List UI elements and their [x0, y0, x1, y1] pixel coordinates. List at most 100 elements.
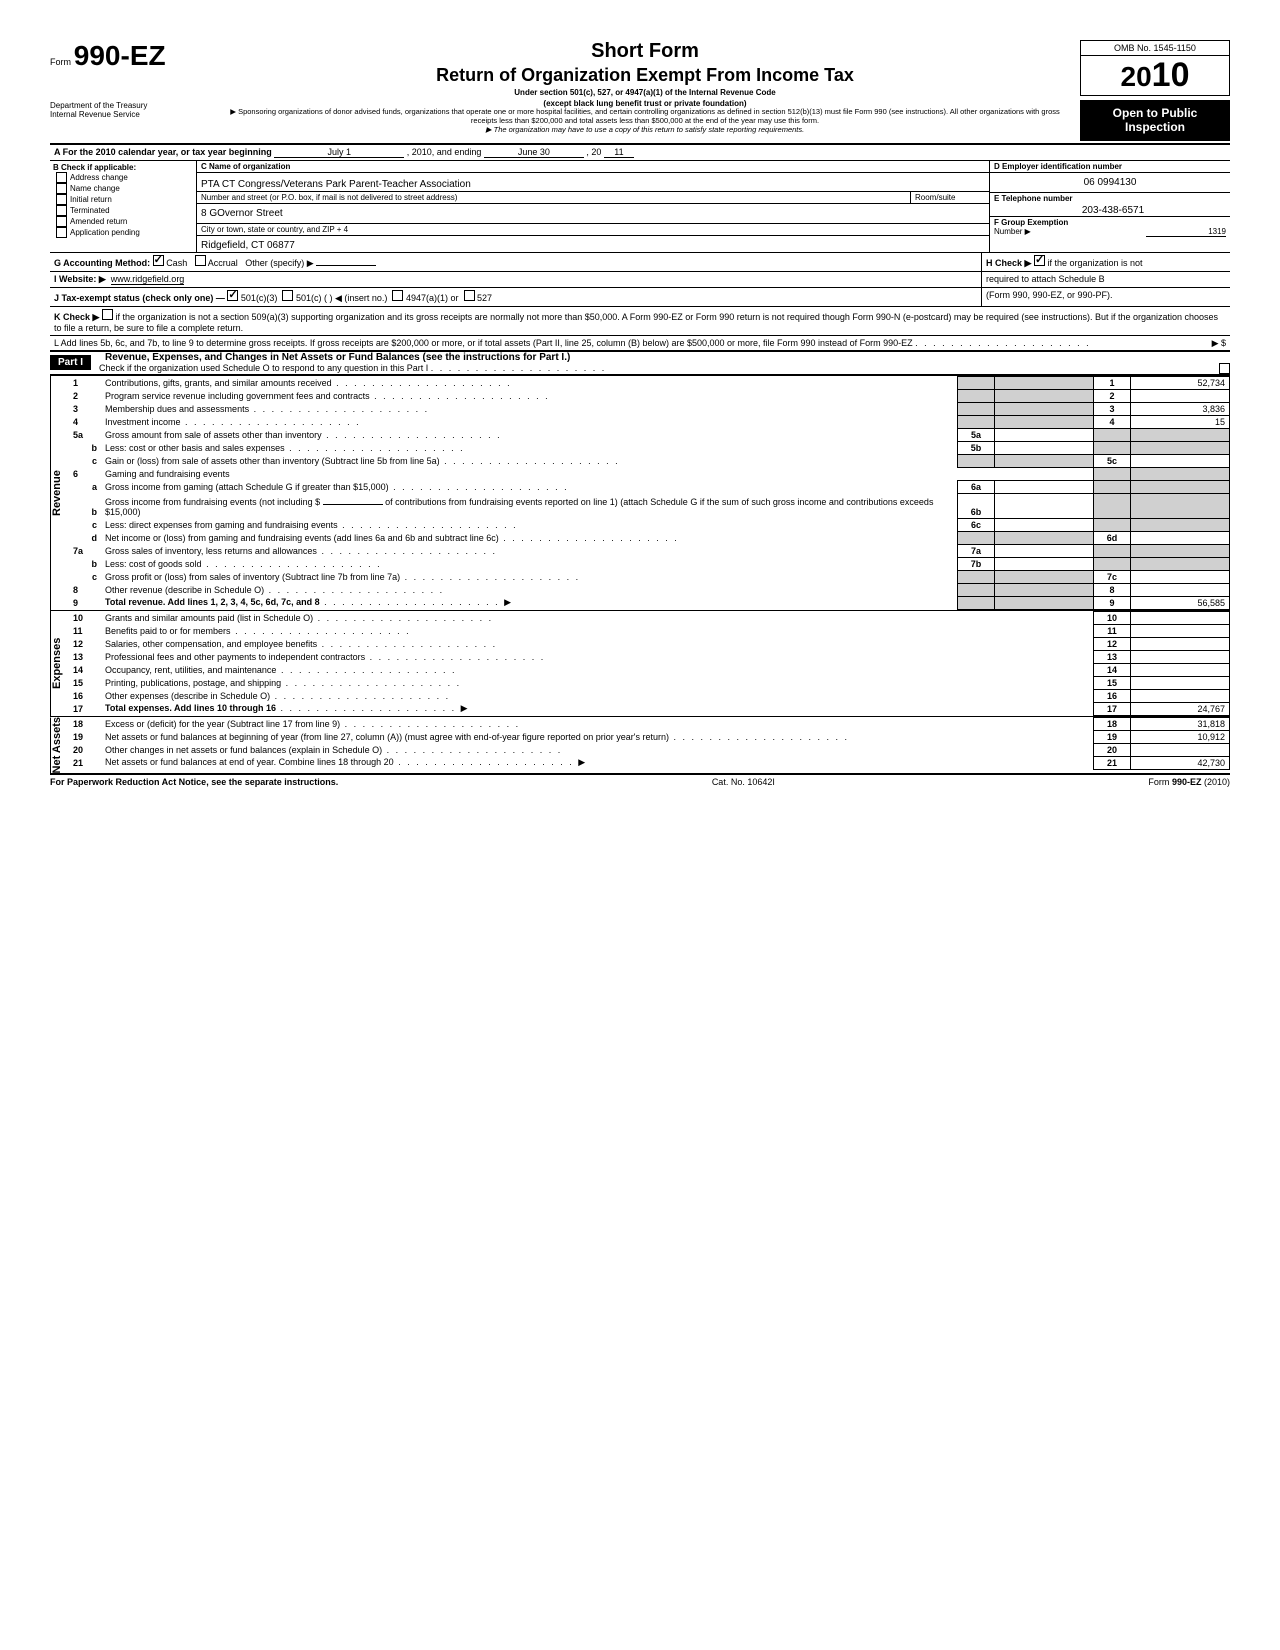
omb-number: OMB No. 1545-1150: [1080, 40, 1230, 56]
netassets-section: Net Assets 18Excess or (deficit) for the…: [50, 716, 1230, 774]
subtitle-code: Under section 501(c), 527, or 4947(a)(1)…: [218, 88, 1072, 97]
page-footer: For Paperwork Reduction Act Notice, see …: [50, 774, 1230, 787]
form-number-box: Form 990-EZ Department of the Treasury I…: [50, 40, 210, 120]
cb-501c3[interactable]: [227, 290, 238, 301]
return-title: Return of Organization Exempt From Incom…: [218, 65, 1072, 86]
form-number: 990-EZ: [74, 40, 166, 71]
row-g-h: G Accounting Method: Cash Accrual Other …: [50, 252, 1230, 272]
c-room-label: Room/suite: [910, 192, 989, 203]
j-501c3: 501(c)(3): [241, 293, 278, 303]
val-17[interactable]: 24,767: [1131, 702, 1230, 715]
val-1[interactable]: 52,734: [1131, 376, 1230, 389]
a-end-year[interactable]: 11: [604, 147, 634, 158]
row-i: I Website: ▶ www.ridgefield.org required…: [50, 272, 1230, 288]
form-label: Form: [50, 57, 71, 67]
cb-4947[interactable]: [392, 290, 403, 301]
f-val[interactable]: 1319: [1146, 227, 1226, 237]
j-501c: 501(c) ( ) ◀ (insert no.): [296, 293, 387, 303]
val-3[interactable]: 3,836: [1131, 402, 1230, 415]
g-other-input[interactable]: [316, 255, 376, 266]
val-6d[interactable]: [1131, 531, 1230, 544]
cb-527[interactable]: [464, 290, 475, 301]
h-label: H Check ▶: [986, 258, 1031, 268]
val-13[interactable]: [1131, 650, 1230, 663]
val-10[interactable]: [1131, 611, 1230, 624]
row-j: J Tax-exempt status (check only one) — 5…: [50, 288, 1230, 307]
expenses-section: Expenses 10Grants and similar amounts pa…: [50, 610, 1230, 716]
g-accrual: Accrual: [208, 258, 238, 268]
val-5c[interactable]: [1131, 454, 1230, 467]
a-label: A For the 2010 calendar year, or tax yea…: [54, 147, 272, 157]
year-prefix: 20: [1121, 61, 1152, 92]
expenses-side-label: Expenses: [50, 611, 69, 716]
f-label: F Group Exemption: [994, 218, 1068, 227]
cb-address-change[interactable]: Address change: [53, 172, 193, 183]
part1-label: Part I: [50, 355, 91, 370]
f-label2: Number ▶: [994, 227, 1031, 236]
val-6b-contrib[interactable]: [323, 494, 383, 505]
val-21[interactable]: 42,730: [1131, 756, 1230, 769]
val-6c[interactable]: [995, 518, 1094, 531]
val-2[interactable]: [1131, 389, 1230, 402]
val-18[interactable]: 31,818: [1131, 717, 1230, 730]
cb-application-pending[interactable]: Application pending: [53, 227, 193, 238]
val-5b[interactable]: [995, 441, 1094, 454]
val-6a[interactable]: [995, 480, 1094, 493]
val-4[interactable]: 15: [1131, 415, 1230, 428]
val-19[interactable]: 10,912: [1131, 730, 1230, 743]
a-mid: , 2010, and ending: [407, 147, 482, 157]
footer-right: Form 990-EZ (2010): [1148, 777, 1230, 787]
c-name[interactable]: PTA CT Congress/Veterans Park Parent-Tea…: [197, 173, 989, 192]
a-end-month[interactable]: June 30: [484, 147, 584, 158]
open2: Inspection: [1084, 120, 1226, 134]
cb-name-change[interactable]: Name change: [53, 183, 193, 194]
k-text: if the organization is not a section 509…: [54, 312, 1218, 333]
val-5a[interactable]: [995, 428, 1094, 441]
g-other: Other (specify) ▶: [245, 258, 313, 268]
d-val[interactable]: 06 0994130: [990, 173, 1230, 193]
part1-header: Part I Revenue, Expenses, and Changes in…: [50, 351, 1230, 375]
cb-amended-return[interactable]: Amended return: [53, 216, 193, 227]
cb-terminated[interactable]: Terminated: [53, 205, 193, 216]
subtitle-sponsor: ▶ Sponsoring organizations of donor advi…: [218, 108, 1072, 125]
a-end-pre: , 20: [586, 147, 601, 157]
c-addr[interactable]: 8 GOvernor Street: [197, 204, 989, 224]
a-begin[interactable]: July 1: [274, 147, 404, 158]
cb-501c[interactable]: [282, 290, 293, 301]
cb-accrual[interactable]: [195, 255, 206, 266]
val-7b[interactable]: [995, 557, 1094, 570]
c-city[interactable]: Ridgefield, CT 06877: [197, 236, 989, 252]
g-label: G Accounting Method:: [54, 258, 150, 268]
open-to-public: Open to Public Inspection: [1080, 100, 1230, 141]
val-7c[interactable]: [1131, 570, 1230, 583]
val-11[interactable]: [1131, 624, 1230, 637]
title-block: Short Form Return of Organization Exempt…: [210, 40, 1080, 134]
val-12[interactable]: [1131, 637, 1230, 650]
h-text2: required to attach Schedule B: [981, 272, 1230, 287]
val-7a[interactable]: [995, 544, 1094, 557]
c-city-label: City or town, state or country, and ZIP …: [197, 224, 989, 236]
val-6b[interactable]: [995, 493, 1094, 518]
bcdef-block: B Check if applicable: Address change Na…: [50, 161, 1230, 252]
footer-left: For Paperwork Reduction Act Notice, see …: [50, 777, 338, 787]
val-14[interactable]: [1131, 663, 1230, 676]
e-val[interactable]: 203-438-6571: [990, 204, 1230, 217]
cb-cash[interactable]: [153, 255, 164, 266]
row-k: K Check ▶ if the organization is not a s…: [50, 307, 1230, 336]
j-label: J Tax-exempt status (check only one) —: [54, 293, 225, 303]
short-form-title: Short Form: [218, 40, 1072, 63]
val-20[interactable]: [1131, 743, 1230, 756]
j-527: 527: [477, 293, 492, 303]
cb-k[interactable]: [102, 309, 113, 320]
val-9[interactable]: 56,585: [1131, 596, 1230, 609]
cb-part1-scho[interactable]: [1219, 363, 1230, 374]
val-8[interactable]: [1131, 583, 1230, 596]
cb-h[interactable]: [1034, 255, 1045, 266]
i-val[interactable]: www.ridgefield.org: [111, 274, 185, 285]
h-text3: (Form 990, 990-EZ, or 990-PF).: [981, 288, 1230, 306]
cb-initial-return[interactable]: Initial return: [53, 194, 193, 205]
val-16[interactable]: [1131, 689, 1230, 702]
val-15[interactable]: [1131, 676, 1230, 689]
c-addr-label: Number and street (or P.O. box, if mail …: [197, 192, 910, 203]
right-header: OMB No. 1545-1150 2010 Open to Public In…: [1080, 40, 1230, 141]
